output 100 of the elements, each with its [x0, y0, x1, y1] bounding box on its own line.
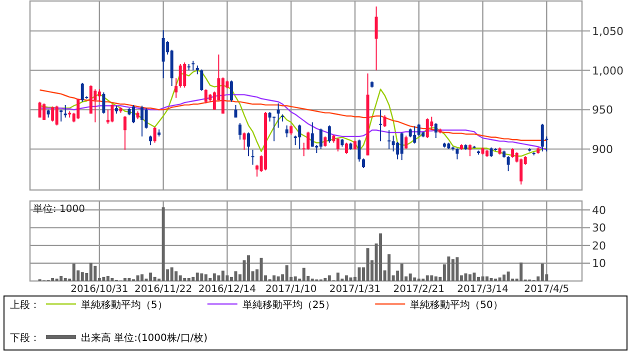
legend-title: 下段：: [10, 332, 40, 344]
bar: [196, 272, 199, 281]
bar: [80, 272, 84, 281]
y-tick-label: 10: [592, 257, 606, 270]
x-tick-label: 2017/2/21: [393, 284, 445, 295]
bar: [221, 270, 224, 281]
candlestick: [298, 124, 302, 150]
bar: [490, 278, 493, 281]
bar: [464, 273, 468, 281]
bar: [162, 207, 165, 281]
candlestick: [417, 123, 420, 137]
bar: [388, 254, 391, 281]
candlestick: [247, 132, 250, 157]
candlestick: [178, 64, 182, 88]
candlestick: [238, 122, 242, 140]
candlestick: [230, 80, 233, 102]
bar: [302, 268, 306, 281]
x-tick-label: 2016/12/14: [198, 284, 256, 295]
candlestick: [55, 105, 58, 126]
bar: [456, 257, 459, 281]
candlestick: [94, 88, 97, 123]
bar: [192, 276, 195, 281]
candlestick: [98, 88, 101, 102]
bar: [408, 274, 412, 281]
legend-label: 単純移動平均（50）: [410, 299, 503, 311]
candlestick: [153, 126, 156, 144]
bar: [336, 272, 340, 281]
bar: [451, 259, 454, 281]
bar: [178, 275, 182, 281]
candlestick: [276, 102, 280, 128]
bar: [366, 248, 370, 281]
bar: [174, 271, 178, 281]
bar: [110, 278, 114, 281]
y-tick-label: 1,050: [592, 24, 624, 38]
candlestick: [174, 78, 178, 98]
y-tick-label: 20: [592, 239, 606, 252]
bar: [540, 264, 544, 281]
bar: [481, 276, 484, 281]
bar: [502, 274, 506, 281]
candlestick: [392, 135, 395, 152]
bar: [60, 276, 63, 281]
y-tick-label: 40: [592, 204, 606, 217]
x-tick-label: 2016/11/22: [134, 284, 192, 295]
y-tick-label: 950: [592, 104, 613, 117]
candlestick: [51, 106, 54, 122]
bar: [294, 276, 297, 281]
y-tick-label: 30: [592, 222, 606, 235]
candlestick: [192, 60, 195, 71]
candlestick: [64, 104, 67, 118]
candlestick: [80, 82, 84, 102]
bar: [153, 276, 156, 281]
candlestick: [268, 112, 272, 122]
bar: [187, 278, 190, 281]
candlestick: [123, 115, 126, 150]
bar: [234, 271, 238, 281]
bar: [426, 275, 429, 281]
candlestick: [149, 135, 152, 146]
legend-label: 単純移動平均（25）: [242, 299, 336, 311]
candlestick: [251, 149, 254, 166]
bar: [94, 266, 97, 281]
candlestick: [468, 144, 472, 157]
candlestick: [456, 148, 459, 160]
candlestick: [506, 156, 510, 172]
candlestick: [310, 122, 314, 148]
candlestick: [76, 98, 80, 120]
candlestick: [132, 104, 135, 124]
bar: [64, 278, 67, 281]
x-tick-label: 2017/1/31: [329, 284, 381, 295]
candlestick: [140, 105, 144, 137]
candlestick: [353, 140, 356, 150]
x-tick-label: 2017/1/10: [265, 284, 317, 295]
bar: [285, 265, 288, 281]
bar: [324, 278, 327, 281]
legend-label: 単純移動平均（5）: [81, 299, 168, 311]
bar: [430, 275, 434, 281]
candlestick: [144, 108, 148, 130]
bar: [106, 276, 110, 281]
bar: [447, 256, 450, 281]
bar: [379, 233, 382, 281]
candlestick: [344, 142, 348, 154]
candlestick: [383, 114, 386, 128]
candlestick: [319, 128, 322, 150]
candlestick: [413, 126, 416, 144]
legend-title: 上段：: [10, 299, 40, 311]
bar: [328, 275, 331, 281]
bar: [400, 264, 404, 281]
candlestick: [106, 109, 110, 124]
candlestick: [162, 30, 165, 79]
candlestick: [306, 131, 310, 150]
candlestick: [490, 146, 493, 158]
candlestick: [38, 101, 42, 118]
candlestick: [272, 116, 276, 142]
bar: [212, 273, 216, 281]
bar: [183, 278, 186, 281]
candlestick: [324, 136, 327, 148]
candlestick: [60, 109, 63, 122]
bar: [170, 267, 174, 281]
candlestick: [336, 138, 340, 152]
candlestick: [110, 104, 114, 123]
bar: [123, 278, 126, 281]
